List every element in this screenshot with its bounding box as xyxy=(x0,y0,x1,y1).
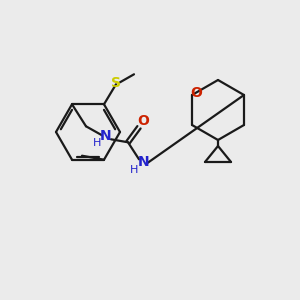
Text: O: O xyxy=(137,114,149,128)
Text: H: H xyxy=(93,138,101,148)
Text: N: N xyxy=(100,129,112,143)
Text: H: H xyxy=(130,165,138,175)
Text: N: N xyxy=(138,155,150,169)
Text: O: O xyxy=(190,86,202,100)
Text: S: S xyxy=(111,76,121,90)
